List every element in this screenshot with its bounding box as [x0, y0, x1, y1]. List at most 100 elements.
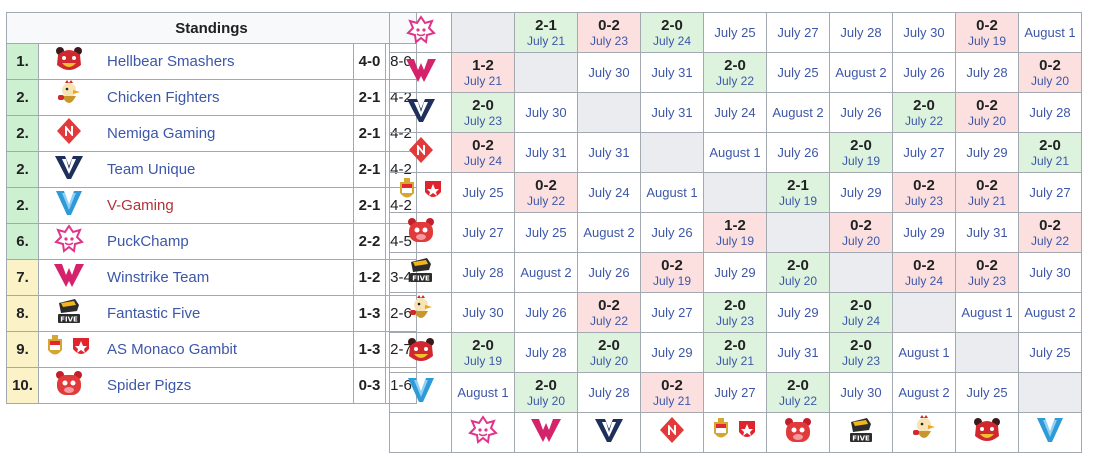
column-team-logo[interactable] [577, 412, 641, 453]
team-logo[interactable] [38, 115, 99, 152]
match-date: July 22 [715, 73, 755, 88]
row-team-logo[interactable] [389, 372, 452, 413]
winstrike-icon [405, 56, 437, 89]
team-logo[interactable]: FIVE [38, 295, 99, 332]
column-team-logo[interactable] [703, 412, 767, 453]
scheduled-match-cell: July 24 [577, 172, 641, 213]
team-logo[interactable] [38, 259, 99, 296]
team-name-link[interactable]: PuckChamp [99, 223, 354, 260]
win-result-cell: 2-0 July 23 [829, 332, 893, 373]
team-logo[interactable] [38, 331, 99, 368]
match-date: July 19 [778, 193, 818, 208]
team-logo[interactable] [38, 223, 99, 260]
column-team-logo[interactable]: FIVE [829, 412, 893, 453]
team-name[interactable]: PuckChamp [107, 233, 189, 250]
team-name[interactable]: Fantastic Five [107, 305, 201, 322]
team-logo[interactable] [38, 187, 99, 224]
standings-rank: 2. [6, 187, 39, 224]
scheduled-match-cell: August 1 [703, 132, 767, 173]
team-name[interactable]: Spider Pigzs [107, 377, 192, 394]
row-team-logo[interactable] [389, 212, 452, 253]
win-result-cell: 2-0 July 20 [514, 372, 578, 413]
match-date: July 21 [652, 393, 692, 408]
win-result-cell: 2-1 July 19 [766, 172, 830, 213]
team-name[interactable]: Nemiga Gaming [107, 125, 216, 142]
column-team-logo[interactable] [892, 412, 956, 453]
match-score: 0-2 [850, 216, 872, 234]
standings-row: 10. Spider Pigzs 0-3 1-6 [6, 367, 417, 404]
match-date: July 19 [652, 273, 692, 288]
self-match-cell [577, 92, 641, 133]
match-score: 2-0 [535, 376, 557, 394]
team-name[interactable]: Chicken Fighters [107, 89, 220, 106]
match-date: July 20 [967, 113, 1007, 128]
row-team-logo[interactable] [389, 12, 452, 53]
column-team-logo[interactable] [766, 412, 830, 453]
scheduled-match-cell: July 24 [703, 92, 767, 133]
spiderpigzs-icon [406, 216, 436, 249]
standings-rank: 1. [6, 43, 39, 80]
column-team-logo[interactable] [640, 412, 704, 453]
column-team-logo[interactable] [955, 412, 1019, 453]
vgaming-icon [406, 376, 436, 409]
row-team-logo[interactable]: FIVE [389, 252, 452, 293]
row-team-logo[interactable] [389, 172, 452, 213]
scheduled-match-cell: July 26 [829, 92, 893, 133]
team-name-link[interactable]: AS Monaco Gambit [99, 331, 354, 368]
standings-row: 6. PuckChamp 2-2 4-5 [6, 223, 417, 260]
team-logo[interactable] [38, 151, 99, 188]
scheduled-match-cell: August 2 [766, 92, 830, 133]
win-result-cell: 2-0 July 22 [766, 372, 830, 413]
team-logo[interactable] [38, 367, 99, 404]
row-team-logo[interactable] [389, 132, 452, 173]
row-team-logo[interactable] [389, 332, 452, 373]
scheduled-match-cell: July 30 [829, 372, 893, 413]
scheduled-match-cell: July 26 [640, 212, 704, 253]
self-match-cell [766, 212, 830, 253]
team-name-link[interactable]: Hellbear Smashers [99, 43, 354, 80]
team-name[interactable]: Winstrike Team [107, 269, 210, 286]
match-date: July 22 [778, 393, 818, 408]
match-date: July 19 [967, 33, 1007, 48]
standings-rank: 2. [6, 115, 39, 152]
team-name-link[interactable]: Nemiga Gaming [99, 115, 354, 152]
standings-rank: 2. [6, 79, 39, 116]
five-icon: FIVE [55, 297, 83, 330]
team-name-link[interactable]: Team Unique [99, 151, 354, 188]
monaco-gambit-icon [397, 176, 445, 209]
team-name[interactable]: Team Unique [107, 161, 196, 178]
column-team-logo[interactable] [514, 412, 578, 453]
team-name-link[interactable]: V-Gaming [99, 187, 354, 224]
team-name[interactable]: AS Monaco Gambit [107, 341, 238, 358]
team-name-link[interactable]: Spider Pigzs [99, 367, 354, 404]
team-logo[interactable] [38, 43, 99, 80]
team-name[interactable]: V-Gaming [107, 197, 174, 214]
winstrike-icon [53, 261, 85, 294]
column-team-logo[interactable] [451, 412, 515, 453]
match-date: July 23 [904, 193, 944, 208]
scheduled-match-cell: July 25 [514, 212, 578, 253]
monaco-gambit-icon [711, 416, 759, 449]
column-team-logo[interactable] [1018, 412, 1082, 453]
row-team-logo[interactable] [389, 292, 452, 333]
row-team-logo[interactable] [389, 92, 452, 133]
svg-text:FIVE: FIVE [412, 275, 430, 283]
standings-row: 2. Chicken Fighters 2-1 4-2 [6, 79, 417, 116]
scheduled-match-cell: July 29 [829, 172, 893, 213]
scheduled-match-cell: July 30 [577, 52, 641, 93]
match-date: July 19 [463, 353, 503, 368]
match-score: 0-2 [976, 16, 998, 34]
team-name[interactable]: Hellbear Smashers [107, 53, 235, 70]
team-name-link[interactable]: Winstrike Team [99, 259, 354, 296]
loss-result-cell: 0-2 July 23 [955, 252, 1019, 293]
team-name-link[interactable]: Chicken Fighters [99, 79, 354, 116]
match-score: 0-2 [976, 96, 998, 114]
winstrike-icon [530, 416, 562, 449]
row-team-logo[interactable] [389, 52, 452, 93]
loss-result-cell: 0-2 July 24 [892, 252, 956, 293]
scheduled-match-cell: July 29 [892, 212, 956, 253]
self-match-cell [703, 172, 767, 213]
match-date: July 20 [1030, 73, 1070, 88]
team-logo[interactable] [38, 79, 99, 116]
team-name-link[interactable]: Fantastic Five [99, 295, 354, 332]
